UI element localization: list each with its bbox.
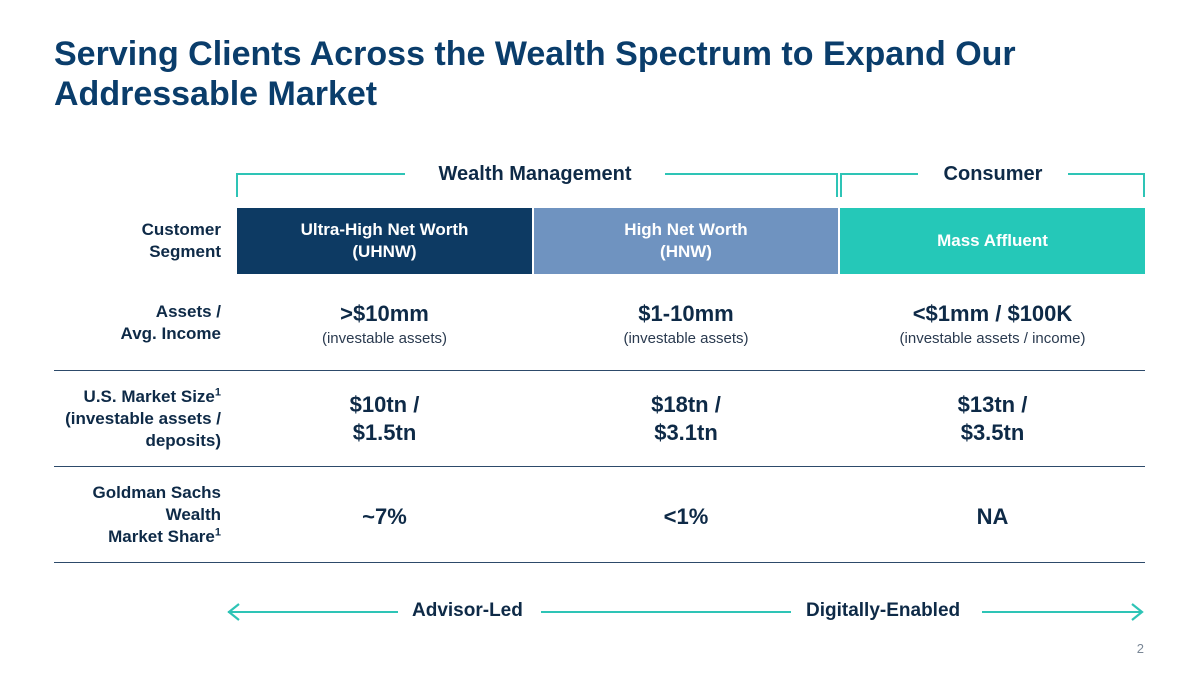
wealth-management-label: Wealth Management	[405, 161, 665, 187]
row-divider	[54, 370, 1145, 371]
row-label-assets: Assets / Avg. Income	[120, 302, 221, 343]
row-label-customer-segment: Customer Segment	[141, 220, 221, 261]
market-share-hnw: <1%	[663, 504, 709, 529]
market-share-uhnw: ~7%	[362, 504, 407, 529]
segment-hnw: High Net Worth (HNW)	[534, 208, 838, 274]
page-number: 2	[1136, 641, 1144, 656]
consumer-label: Consumer	[918, 161, 1068, 187]
market-size-uhnw: $10tn / $1.5tn	[349, 392, 420, 445]
segment-uhnw: Ultra-High Net Worth (UHNW)	[237, 208, 532, 274]
digitally-enabled-label: Digitally-Enabled	[806, 600, 961, 621]
market-size-mass-affluent: $13tn / $3.5tn	[957, 392, 1028, 445]
assets-hnw: $1-10mm (investable assets)	[623, 301, 749, 347]
row-divider	[54, 562, 1145, 563]
segment-mass-affluent: Mass Affluent	[840, 208, 1145, 274]
assets-mass-affluent: <$1mm / $100K (investable assets / incom…	[899, 301, 1086, 347]
row-label-market-share: Goldman Sachs Wealth Market Share1	[92, 483, 221, 546]
market-size-hnw: $18tn / $3.1tn	[651, 392, 721, 445]
arrow-right-icon	[1131, 603, 1144, 621]
row-label-market-size: U.S. Market Size1 (investable assets / d…	[65, 386, 221, 450]
assets-uhnw: >$10mm (investable assets)	[321, 301, 448, 347]
row-divider	[54, 466, 1145, 467]
advisor-led-label: Advisor-Led	[412, 600, 523, 621]
page-title: Serving Clients Across the Wealth Spectr…	[54, 35, 1016, 113]
market-share-mass-affluent: NA	[976, 504, 1009, 529]
